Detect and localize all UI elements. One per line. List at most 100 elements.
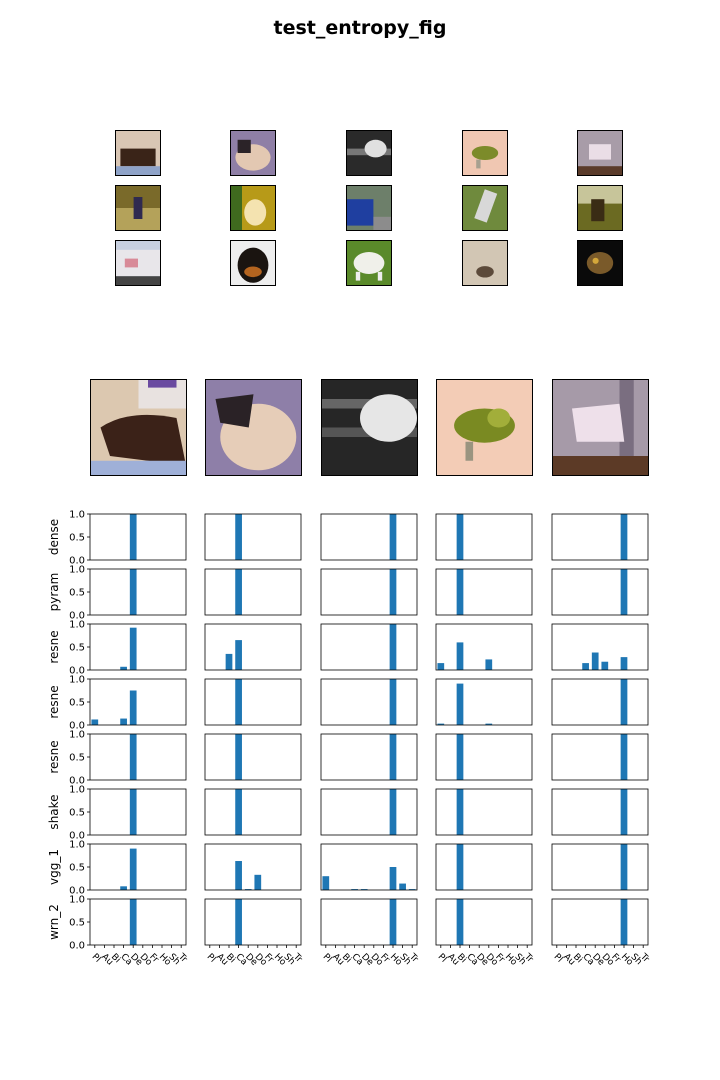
large-image (90, 379, 187, 476)
bar (235, 679, 242, 725)
y-tick-label: 0.0 (69, 831, 85, 842)
bar (129, 899, 137, 945)
axes-frame (89, 733, 187, 781)
bar (91, 719, 99, 725)
axes-frame (435, 733, 533, 781)
axes-frame (89, 568, 187, 616)
thumbnail-image (577, 240, 623, 286)
axes-frame (551, 843, 649, 891)
row-label: dense (47, 519, 61, 555)
bar (322, 876, 330, 890)
y-tick-label: 0.0 (69, 556, 85, 567)
large-image (205, 379, 302, 476)
bar (601, 661, 609, 670)
row-label: resne (47, 685, 61, 718)
axes-frame (435, 623, 533, 671)
y-tick-label: 0.5 (69, 698, 85, 709)
bar (235, 861, 242, 890)
axes-frame (435, 843, 533, 891)
axes-frame (320, 678, 418, 726)
axes-frame (204, 678, 302, 726)
axes-frame (435, 513, 533, 561)
y-tick-label: 0.5 (69, 588, 85, 599)
y-tick-label: 0.0 (69, 886, 85, 897)
axes-frame (89, 788, 187, 836)
bar (456, 514, 464, 560)
axes-frame (320, 568, 418, 616)
y-tick-label: 1.0 (69, 565, 85, 576)
y-tick-label: 1.0 (69, 730, 85, 741)
row-label: vgg_1 (47, 849, 61, 885)
bar (129, 627, 137, 670)
bar (351, 889, 358, 890)
y-tick-label: 0.5 (69, 533, 85, 544)
bar (620, 679, 628, 725)
bar (399, 883, 406, 890)
bar (129, 569, 137, 615)
bar (389, 789, 397, 835)
bar (456, 642, 464, 670)
bar (389, 899, 397, 945)
axes-frame (551, 623, 649, 671)
large-image (321, 379, 418, 476)
axes-frame (204, 788, 302, 836)
bar (235, 569, 242, 615)
bar (620, 899, 628, 945)
bar (389, 734, 397, 780)
bar (437, 723, 445, 725)
thumbnail-image (462, 185, 508, 231)
axes-frame (320, 788, 418, 836)
bar (235, 514, 242, 560)
y-tick-label: 1.0 (69, 895, 85, 906)
thumbnail-image (462, 130, 508, 176)
bar (389, 867, 397, 890)
bar (591, 652, 599, 670)
axes-frame (320, 733, 418, 781)
axes-frame (551, 568, 649, 616)
bar (120, 666, 127, 670)
y-tick-label: 0.0 (69, 941, 85, 952)
row-label: resne (47, 740, 61, 773)
bar (129, 514, 137, 560)
axes-frame (204, 733, 302, 781)
bar (235, 789, 242, 835)
y-tick-label: 1.0 (69, 675, 85, 686)
axes-frame (89, 678, 187, 726)
y-tick-label: 0.5 (69, 808, 85, 819)
y-tick-label: 1.0 (69, 620, 85, 631)
bar (120, 718, 127, 725)
y-tick-label: 0.0 (69, 776, 85, 787)
axes-frame (435, 568, 533, 616)
axes-frame (204, 623, 302, 671)
bar (389, 569, 397, 615)
figure-title: test_entropy_fig (273, 17, 447, 39)
bar (244, 889, 252, 890)
bar (120, 886, 127, 890)
bar (620, 569, 628, 615)
bar (456, 789, 464, 835)
bar (129, 734, 137, 780)
y-tick-label: 0.5 (69, 643, 85, 654)
y-tick-label: 1.0 (69, 785, 85, 796)
axes-frame (551, 678, 649, 726)
axes-frame (89, 623, 187, 671)
thumbnail-image (577, 185, 623, 231)
y-tick-label: 0.5 (69, 753, 85, 764)
axes-frame (89, 843, 187, 891)
bar (389, 624, 397, 670)
large-image (436, 379, 533, 476)
axes-frame (204, 843, 302, 891)
bar (582, 663, 589, 670)
bar (129, 690, 137, 725)
bar (456, 683, 464, 725)
axes-frame (204, 513, 302, 561)
axes-frame (435, 898, 533, 946)
bar (389, 514, 397, 560)
bar (235, 640, 242, 670)
thumbnail-image (230, 185, 276, 231)
bar (235, 899, 242, 945)
bar (456, 734, 464, 780)
y-tick-label: 1.0 (69, 840, 85, 851)
bar (389, 679, 397, 725)
